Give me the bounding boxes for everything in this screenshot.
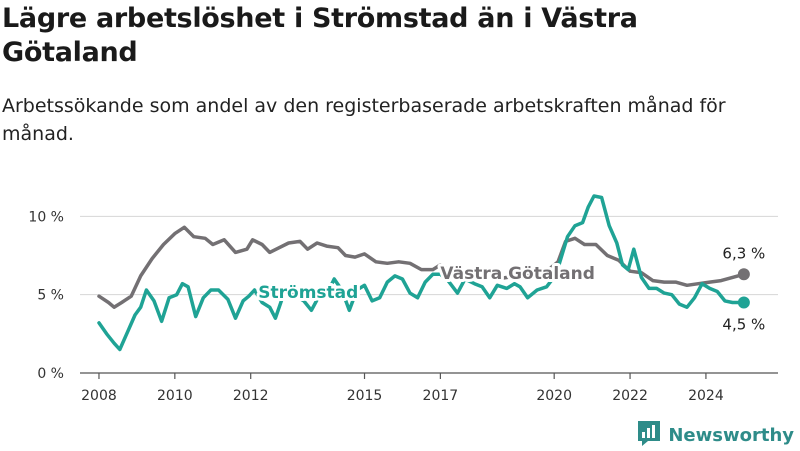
series-name-label: Västra Götaland	[440, 264, 595, 284]
end-value-label: 4,5 %	[722, 316, 765, 334]
series-labels: 6,3 % 4,5 % Västra Götaland Strömstad	[255, 244, 765, 334]
series-lines	[97, 194, 750, 352]
series-end-point	[737, 268, 750, 281]
series-name-label: Strömstad	[258, 283, 358, 303]
x-tick-label: 2012	[233, 388, 269, 404]
series-end-point	[737, 296, 750, 309]
brand-footer: Newsworthy	[636, 419, 794, 451]
x-tick-label: 2017	[423, 388, 459, 404]
series-line	[97, 225, 746, 309]
series-line	[97, 194, 746, 352]
gridlines	[80, 215, 778, 374]
x-axis-ticks: 2008 2010 2012 2015 2017 2020 2022 2024	[81, 373, 724, 404]
brand-name: Newsworthy	[668, 424, 794, 446]
y-tick-label: 10 %	[28, 209, 64, 225]
y-axis-ticks: 0 % 5 % 10 %	[28, 209, 64, 382]
chart-subtitle: Arbetssökande som andel av den registerb…	[2, 95, 726, 145]
x-tick-label: 2020	[536, 388, 572, 404]
x-tick-label: 2024	[688, 388, 724, 404]
end-value-label: 6,3 %	[722, 244, 765, 262]
x-tick-label: 2008	[81, 388, 117, 404]
newsworthy-logo-icon	[636, 419, 662, 451]
y-tick-label: 0 %	[37, 366, 64, 382]
x-tick-label: 2015	[347, 388, 383, 404]
y-tick-label: 5 %	[37, 288, 64, 304]
x-tick-label: 2022	[612, 388, 648, 404]
x-tick-label: 2010	[157, 388, 193, 404]
chart-title: Lägre arbetslöshet i Strömstad än i Väst…	[2, 3, 638, 68]
